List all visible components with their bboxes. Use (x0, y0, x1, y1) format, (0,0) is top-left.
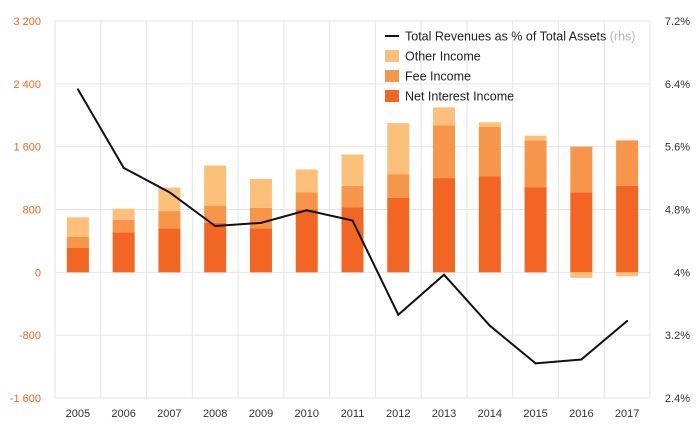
x-tick-label: 2013 (432, 408, 456, 420)
legend-label-text: Net Interest Income (405, 90, 514, 104)
bar-fee-income-2011 (341, 185, 364, 208)
y-left-tick-label: 2 400 (13, 79, 41, 91)
y-left-tick-label: 0 (35, 267, 41, 279)
x-tick-label: 2015 (523, 408, 547, 420)
y-left-tick-label: 3 200 (13, 16, 41, 28)
bar-fee-income-2010 (295, 192, 318, 210)
legend-label-text: Fee Income (405, 70, 471, 84)
legend: Total Revenues as % of Total Assets (rhs… (385, 30, 635, 104)
y-right-tick-label: 4.8% (665, 205, 690, 217)
bar-other-income-2015 (524, 135, 547, 141)
x-axis: 2005 2006 2007 2008 2009 2010 2011 2012 2013 2014… (66, 408, 640, 420)
bar-fee-income-2008 (204, 205, 227, 223)
x-tick-label: 2011 (341, 408, 365, 420)
revenue-ratio-line (76, 88, 629, 365)
bar-fee-income-2013 (433, 125, 456, 179)
revenue-ratio-point-2016 (580, 358, 583, 361)
x-tick-label: 2010 (294, 408, 318, 420)
bar-other-income-2005 (66, 217, 89, 237)
x-tick-label: 2008 (203, 408, 227, 420)
y-right-tick-label: 2.4% (665, 393, 690, 405)
legend-swatch (385, 70, 399, 82)
bar-other-income-2013 (433, 107, 456, 126)
x-tick-label: 2012 (386, 408, 410, 420)
bar-other-income-2016 (570, 272, 593, 278)
bar-fee-income-2009 (249, 207, 272, 229)
bar-other-income-2009 (249, 178, 272, 208)
y-right-tick-label: 6.4% (665, 79, 690, 91)
y-right-tick-label: 3.2% (665, 330, 690, 342)
legend-axis-note: (rhs) (606, 30, 635, 44)
bar-net-interest-income-2009 (249, 228, 272, 273)
revenue-ratio-point-2013 (443, 273, 446, 276)
x-tick-label: 2017 (615, 408, 639, 420)
y-right-tick-label: 5.6% (665, 142, 690, 154)
revenue-ratio-point-2015 (534, 362, 537, 365)
legend-label-text: Total Revenues as % of Total Assets (405, 30, 606, 44)
revenue-ratio-point-2006 (122, 166, 125, 169)
bars (66, 107, 639, 278)
y-right-tick-label: 4% (674, 267, 690, 279)
bar-other-income-2012 (387, 123, 410, 175)
y-left-tick-label: -1 600 (10, 393, 41, 405)
bar-net-interest-income-2014 (478, 176, 501, 273)
bar-other-income-2010 (295, 169, 318, 193)
revenue-ratio-point-2012 (397, 313, 400, 316)
x-tick-label: 2009 (249, 408, 273, 420)
bar-net-interest-income-2005 (66, 247, 89, 273)
revenue-ratio-point-2014 (488, 324, 491, 327)
revenue-ratio-point-2008 (214, 224, 217, 227)
legend-swatch (385, 50, 399, 62)
revenue-ratio-point-2010 (305, 209, 308, 212)
revenue-ratio-point-2007 (168, 191, 171, 194)
revenue-ratio-point-2005 (76, 88, 79, 91)
x-tick-label: 2016 (569, 408, 593, 420)
bar-other-income-2006 (112, 208, 135, 220)
revenue-ratio-point-2017 (626, 320, 629, 323)
bar-other-income-2017 (616, 272, 639, 277)
y-left-tick-label: 1 600 (13, 142, 41, 154)
bar-net-interest-income-2010 (295, 209, 318, 273)
legend-label-text: Other Income (405, 50, 481, 64)
bar-fee-income-2015 (524, 140, 547, 188)
bar-fee-income-2006 (112, 219, 135, 233)
bar-fee-income-2005 (66, 236, 89, 248)
legend-label: Net Interest Income (405, 90, 514, 104)
bar-net-interest-income-2007 (158, 228, 181, 273)
bar-fee-income-2014 (478, 127, 501, 177)
bar-net-interest-income-2017 (616, 185, 639, 273)
right-axis: 7.2% 6.4% 5.6% 4.8% 4% 3.2% 2.4% (665, 16, 690, 405)
x-tick-label: 2014 (478, 408, 502, 420)
x-tick-label: 2007 (157, 408, 181, 420)
bar-net-interest-income-2012 (387, 197, 410, 273)
bar-net-interest-income-2015 (524, 187, 547, 273)
bar-fee-income-2007 (158, 211, 181, 229)
bar-other-income-2007 (158, 187, 181, 212)
legend-swatch (385, 90, 399, 102)
bar-net-interest-income-2013 (433, 178, 456, 273)
bar-fee-income-2017 (616, 140, 639, 186)
y-left-tick-label: -800 (19, 330, 41, 342)
bar-net-interest-income-2008 (204, 222, 227, 273)
bar-net-interest-income-2016 (570, 192, 593, 273)
bar-net-interest-income-2011 (341, 207, 364, 273)
bar-other-income-2014 (478, 122, 501, 128)
y-right-tick-label: 7.2% (665, 16, 690, 28)
bar-other-income-2011 (341, 154, 364, 186)
legend-label: Other Income (405, 50, 481, 64)
legend-label: Total Revenues as % of Total Assets (rhs… (405, 30, 635, 44)
bar-net-interest-income-2006 (112, 232, 135, 273)
bar-fee-income-2016 (570, 146, 593, 193)
x-tick-label: 2005 (66, 408, 90, 420)
left-axis: 3 200 2 400 1 600 800 0 -800 -1 600 (10, 16, 41, 405)
x-tick-label: 2006 (111, 408, 135, 420)
y-left-tick-label: 800 (23, 205, 41, 217)
bar-fee-income-2012 (387, 174, 410, 198)
bar-other-income-2008 (204, 165, 227, 206)
revenue-ratio-point-2009 (259, 221, 262, 224)
legend-label: Fee Income (405, 70, 471, 84)
revenue-ratio-point-2011 (351, 219, 354, 222)
